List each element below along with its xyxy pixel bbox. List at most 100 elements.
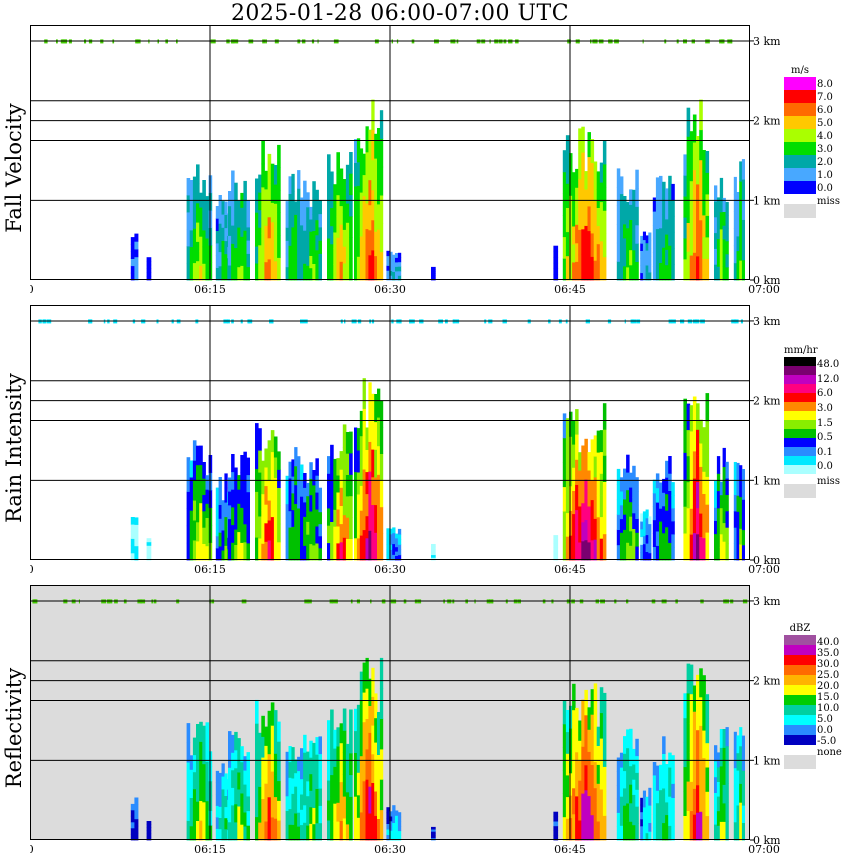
echo-pixel — [616, 168, 621, 188]
echo-pixel — [640, 528, 644, 538]
echo-pixel — [146, 830, 152, 835]
echo-pixel — [719, 507, 724, 522]
echo-pixel — [306, 192, 310, 208]
echo-pixel — [130, 815, 135, 823]
echo-pixel — [659, 521, 663, 535]
echo-pixel — [392, 275, 396, 281]
echo-pixel — [602, 403, 607, 430]
echo-pixel — [134, 811, 139, 820]
echo-pixel — [569, 216, 573, 239]
echo-pixel — [291, 747, 295, 763]
echo-pixel — [655, 262, 660, 281]
echo-pixel — [205, 489, 210, 504]
echo-pixel — [702, 150, 706, 173]
echo-pixel — [389, 275, 393, 281]
echo-pixel — [689, 752, 694, 782]
echo-pixel — [371, 249, 375, 281]
echo-pixel — [258, 472, 262, 495]
echo-pixel — [221, 801, 225, 815]
echo-pixel — [623, 805, 627, 824]
echo-pixel — [590, 209, 595, 234]
echo-pixel — [291, 173, 295, 192]
echo-pixel — [312, 485, 316, 501]
echo-pixel — [330, 796, 334, 819]
echo-pixel — [671, 811, 675, 827]
echo-pixel — [736, 236, 740, 252]
echo-pixel — [386, 829, 390, 835]
echo-pixel — [619, 825, 624, 841]
echo-pixel — [640, 818, 644, 827]
echo-pixel — [578, 178, 582, 205]
echo-pixel — [261, 163, 265, 188]
echo-pixel — [255, 816, 259, 841]
echo-pixel — [368, 678, 372, 706]
echo-pixel — [648, 831, 652, 841]
echo-pixel — [725, 802, 729, 822]
echo-pixel — [722, 485, 726, 505]
echo-pixel — [202, 725, 206, 746]
echo-pixel — [397, 539, 402, 545]
echo-pixel — [397, 821, 402, 827]
echo-pixel — [374, 532, 378, 561]
echo-pixel — [205, 517, 210, 533]
echo-pixel — [336, 258, 340, 281]
echo-pixel — [671, 183, 675, 201]
echo-pixel — [696, 784, 700, 813]
echo-pixel — [686, 165, 691, 195]
echo-pixel — [584, 243, 588, 263]
echo-pixel — [725, 527, 729, 545]
echo-pixel — [215, 230, 220, 244]
echo-pixel — [134, 825, 139, 834]
echo-pixel — [237, 823, 241, 841]
echo-pixel — [234, 215, 238, 232]
echo-pixel — [288, 245, 292, 264]
echo-pixel — [702, 215, 706, 238]
echo-pixel — [234, 529, 238, 545]
echo-pixel — [668, 542, 672, 561]
echo-pixel — [371, 421, 375, 450]
echo-pixel — [575, 484, 579, 511]
echo-pixel — [273, 796, 278, 819]
echo-pixel — [683, 398, 687, 426]
echo-pixel — [581, 502, 585, 523]
echo-pixel — [629, 234, 633, 251]
echo-pixel — [327, 217, 331, 239]
echo-pixel — [648, 516, 652, 525]
echo-pixel — [565, 796, 570, 819]
echo-pixel — [696, 757, 700, 786]
echo-pixel — [733, 228, 737, 247]
echo-pixel — [665, 234, 669, 250]
echo-pixel — [224, 773, 228, 785]
echo-pixel — [581, 483, 585, 504]
echo-pixel — [365, 718, 369, 750]
echo-pixel — [553, 262, 559, 269]
echo-pixel — [599, 712, 604, 739]
echo-pixel — [336, 173, 340, 196]
echo-pixel — [692, 423, 697, 452]
legend-swatch — [784, 129, 816, 142]
echo-pixel — [725, 254, 729, 268]
echo-pixel — [640, 552, 644, 561]
echo-pixel — [267, 440, 272, 461]
echo-pixel — [705, 815, 710, 841]
echo-pixel — [199, 761, 203, 782]
echo-pixel — [640, 257, 644, 266]
echo-pixel — [246, 766, 250, 782]
echo-pixel — [623, 266, 627, 281]
echo-pixel — [623, 210, 627, 225]
echo-pixel — [130, 809, 135, 817]
echo-pixel — [590, 139, 595, 163]
echo-pixel — [572, 262, 576, 281]
echo-pixel — [318, 822, 322, 841]
echo-pixel — [309, 543, 313, 561]
echo-pixel — [616, 499, 621, 515]
echo-pixel — [240, 542, 244, 561]
echo-pixel — [297, 206, 301, 226]
echo-pixel — [587, 542, 591, 561]
echo-pixel — [668, 767, 672, 783]
echo-pixel — [285, 227, 289, 241]
echo-pixel — [395, 275, 399, 281]
echo-pixel — [303, 516, 307, 532]
echo-pixel — [692, 451, 697, 479]
